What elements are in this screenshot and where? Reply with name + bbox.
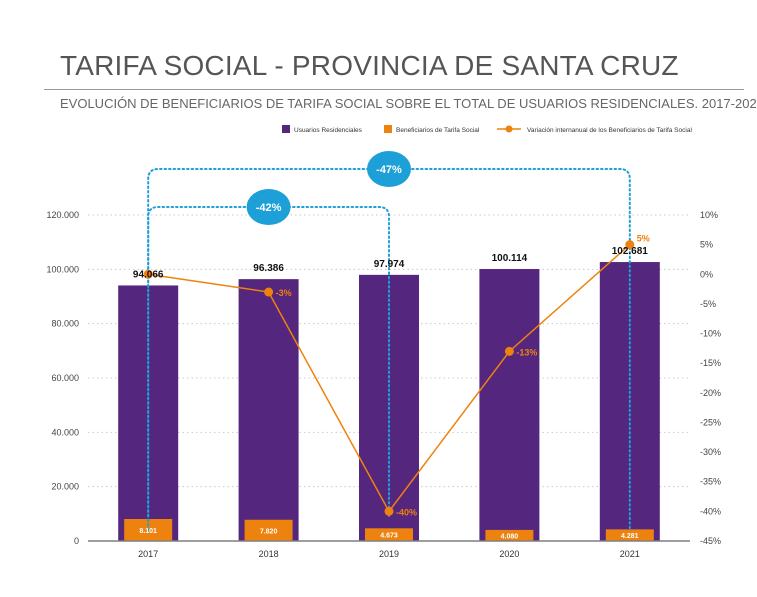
annotation-badge: [246, 189, 291, 225]
line-data-label: -40%: [396, 507, 417, 517]
y-right-tick-label: -20%: [700, 388, 721, 398]
y-right-tick-label: -40%: [700, 506, 721, 516]
annotation-badge: [367, 151, 411, 187]
line-data-label: 5%: [637, 234, 650, 244]
y-right-tick-label: 0%: [700, 269, 713, 279]
title-divider: [44, 89, 744, 90]
small-bar-data-label: 8.101: [139, 528, 157, 535]
legend-label: Variación internanual de los Beneficiari…: [527, 127, 692, 134]
line-point: [504, 346, 514, 356]
bar-beneficiarios-tarifa-social: [244, 519, 293, 541]
y-left-tick-label: 80.000: [51, 319, 79, 329]
x-tick-label: 2019: [379, 549, 399, 559]
y-right-tick-label: -30%: [700, 447, 721, 457]
line-point: [384, 506, 394, 516]
small-bar-data-label: 4.281: [621, 533, 639, 540]
x-tick-label: 2017: [138, 549, 158, 559]
legend-swatch: [282, 125, 290, 133]
legend-swatch: [384, 125, 392, 133]
small-bar-data-label: 7.820: [260, 528, 278, 535]
line-point: [264, 287, 274, 297]
legend-label: Usuarios Residenciales: [294, 127, 363, 134]
y-left-tick-label: 100.000: [46, 264, 79, 274]
line-point: [625, 240, 635, 250]
y-right-tick-label: -35%: [700, 477, 721, 487]
line-data-label: -3%: [276, 288, 292, 298]
y-left-tick-label: 120.000: [46, 210, 79, 220]
bar-usuarios-residenciales: [479, 269, 540, 541]
bar-beneficiarios-tarifa-social: [485, 529, 534, 541]
y-left-tick-label: 0: [74, 536, 79, 546]
bar-usuarios-residenciales: [238, 279, 299, 541]
y-left-tick-label: 20.000: [51, 482, 79, 492]
y-right-tick-label: 5%: [700, 240, 713, 250]
y-right-tick-label: -10%: [700, 329, 721, 339]
x-tick-label: 2020: [499, 549, 519, 559]
y-right-tick-label: -5%: [700, 299, 716, 309]
x-tick-label: 2018: [259, 549, 279, 559]
bar-data-label: 97.974: [374, 259, 405, 270]
bar-data-label: 102.681: [612, 246, 649, 257]
chart-title: TARIFA SOCIAL - PROVINCIA DE SANTA CRUZ: [60, 50, 679, 81]
small-bar-data-label: 4.080: [501, 533, 519, 540]
chart-subtitle: EVOLUCIÓN DE BENEFICIARIOS DE TARIFA SOC…: [60, 96, 757, 111]
bar-data-label: 96.386: [253, 263, 284, 274]
bar-data-label: 100.114: [492, 253, 528, 264]
line-data-label: -13%: [516, 347, 537, 357]
annotation-label: -47%: [376, 164, 402, 176]
y-right-tick-label: -15%: [700, 358, 721, 368]
y-right-tick-label: -25%: [700, 417, 721, 427]
y-right-tick-label: -45%: [700, 536, 721, 546]
bar-beneficiarios-tarifa-social: [365, 528, 413, 541]
x-tick-label: 2021: [620, 549, 640, 559]
legend-label: Beneficiarios de Tarifa Social: [396, 127, 480, 134]
line-point: [143, 269, 153, 279]
small-bar-data-label: 4.673: [380, 533, 398, 540]
y-left-tick-label: 40.000: [51, 427, 79, 437]
legend-marker: [505, 125, 513, 133]
bar-data-label: 94.066: [133, 269, 164, 280]
annotation-label: -42%: [256, 202, 282, 214]
y-left-tick-label: 60.000: [51, 373, 79, 383]
bar-beneficiarios-tarifa-social: [605, 529, 654, 541]
y-right-tick-label: 10%: [700, 210, 718, 220]
